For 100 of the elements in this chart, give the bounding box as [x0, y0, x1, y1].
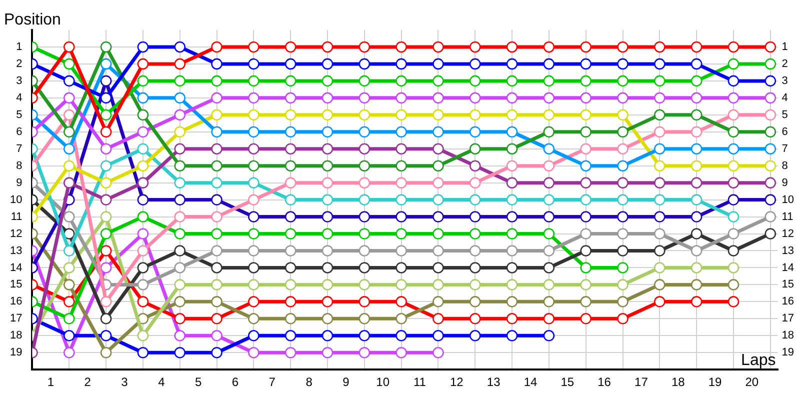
- point: [174, 109, 186, 121]
- point: [100, 313, 112, 324]
- point: [100, 75, 112, 87]
- point: [396, 211, 407, 222]
- y-tick-label: 6: [16, 126, 22, 138]
- point: [617, 177, 628, 188]
- point: [764, 92, 776, 104]
- point: [137, 92, 149, 104]
- point: [211, 143, 222, 155]
- point: [654, 58, 666, 70]
- point: [432, 92, 444, 104]
- point: [543, 296, 555, 308]
- point: [617, 245, 628, 256]
- point: [322, 109, 334, 121]
- point: [654, 211, 666, 222]
- point: [100, 143, 112, 155]
- point: [617, 160, 628, 172]
- point: [469, 58, 481, 70]
- point: [617, 262, 628, 274]
- point: [137, 211, 149, 222]
- point: [654, 194, 666, 206]
- point: [174, 160, 186, 172]
- point: [100, 41, 112, 53]
- y2-tick-label: 6: [782, 126, 788, 138]
- point: [137, 177, 149, 188]
- point: [322, 143, 334, 155]
- point: [174, 58, 186, 70]
- point: [63, 245, 75, 256]
- point: [617, 296, 628, 308]
- point: [322, 41, 334, 53]
- x-tick-label: 20: [745, 375, 759, 390]
- y-tick-label: 10: [10, 194, 22, 206]
- point: [174, 92, 186, 104]
- point: [728, 211, 740, 222]
- point: [469, 177, 481, 188]
- point: [728, 143, 740, 155]
- point: [100, 126, 112, 138]
- y-tick-label: 5: [16, 108, 22, 121]
- point: [396, 313, 407, 324]
- point: [432, 177, 444, 188]
- point: [506, 109, 518, 121]
- point: [580, 296, 592, 308]
- y-tick-label: 11: [10, 210, 22, 223]
- point: [100, 330, 112, 342]
- y-tick-label: 14: [10, 262, 22, 274]
- point: [358, 143, 370, 155]
- point: [764, 177, 776, 188]
- point: [248, 211, 260, 222]
- y-tick-label: 16: [10, 296, 22, 308]
- point: [617, 109, 628, 121]
- point: [174, 177, 186, 188]
- point: [543, 279, 555, 290]
- point: [580, 313, 592, 324]
- point: [506, 194, 518, 206]
- point: [580, 126, 592, 138]
- point: [543, 160, 555, 172]
- point: [764, 160, 776, 172]
- point: [617, 194, 628, 206]
- point: [728, 194, 740, 206]
- point: [469, 143, 481, 155]
- point: [580, 262, 592, 274]
- point: [580, 75, 592, 87]
- point: [358, 245, 370, 256]
- point: [506, 75, 518, 87]
- point: [728, 245, 740, 256]
- point: [284, 75, 296, 87]
- point: [728, 126, 740, 138]
- point: [248, 228, 260, 240]
- point: [690, 296, 702, 308]
- point: [543, 228, 555, 240]
- point: [506, 160, 518, 172]
- y-tick-label: 1: [16, 41, 22, 54]
- point: [248, 262, 260, 274]
- point: [469, 228, 481, 240]
- point: [284, 160, 296, 172]
- point: [690, 177, 702, 188]
- point: [580, 245, 592, 256]
- point: [690, 211, 702, 222]
- point: [432, 211, 444, 222]
- point: [396, 92, 407, 104]
- point: [617, 75, 628, 87]
- point: [580, 194, 592, 206]
- point: [764, 143, 776, 155]
- point: [100, 296, 112, 308]
- point: [617, 279, 628, 290]
- point: [211, 245, 222, 256]
- point: [174, 75, 186, 87]
- point: [580, 143, 592, 155]
- x-tick-label: 9: [342, 375, 350, 390]
- point: [728, 228, 740, 240]
- x-tick-label: 5: [194, 375, 202, 390]
- point: [284, 143, 296, 155]
- point: [248, 330, 260, 342]
- point: [358, 109, 370, 121]
- point: [322, 194, 334, 206]
- point: [284, 279, 296, 290]
- point: [506, 228, 518, 240]
- point: [506, 211, 518, 222]
- point: [322, 75, 334, 87]
- point: [211, 279, 222, 290]
